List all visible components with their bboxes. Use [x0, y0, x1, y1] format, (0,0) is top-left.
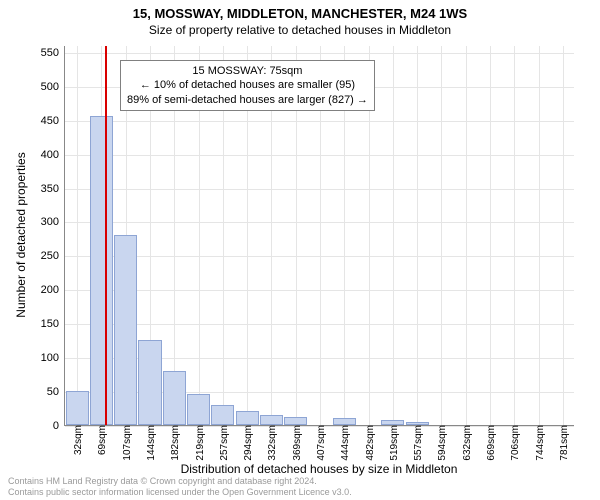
gridline-v: [393, 46, 394, 425]
title-sub: Size of property relative to detached ho…: [0, 23, 600, 37]
xtick-label: 557sqm: [413, 425, 424, 461]
histogram-bar: [90, 116, 113, 425]
xtick-label: 69sqm: [97, 425, 108, 455]
histogram-bar: [236, 411, 259, 425]
footer: Contains HM Land Registry data © Crown c…: [8, 476, 352, 498]
xtick-label: 32sqm: [73, 425, 84, 455]
footer-line2: Contains public sector information licen…: [8, 487, 352, 498]
histogram-bar: [187, 394, 210, 425]
histogram-bar: [333, 418, 356, 425]
ytick-label: 400: [41, 149, 59, 161]
xtick-label: 407sqm: [316, 425, 327, 461]
ytick-label: 500: [41, 81, 59, 93]
histogram-bar: [260, 415, 283, 425]
xtick-label: 182sqm: [170, 425, 181, 461]
ytick-label: 200: [41, 284, 59, 296]
histogram-bar: [284, 417, 307, 425]
xtick-label: 369sqm: [292, 425, 303, 461]
xtick-label: 519sqm: [389, 425, 400, 461]
histogram-bar: [406, 422, 429, 425]
gridline-v: [466, 46, 467, 425]
gridline-v: [77, 46, 78, 425]
xtick-label: 444sqm: [340, 425, 351, 461]
xtick-label: 257sqm: [219, 425, 230, 461]
gridline-v: [417, 46, 418, 425]
histogram-bar: [138, 340, 161, 425]
histogram-bar: [114, 235, 137, 425]
xtick-label: 594sqm: [437, 425, 448, 461]
ytick-label: 100: [41, 352, 59, 364]
ytick-label: 0: [53, 420, 59, 432]
chart: 05010015020025030035040045050055032sqm69…: [64, 46, 574, 426]
gridline-v: [490, 46, 491, 425]
xtick-label: 744sqm: [535, 425, 546, 461]
title-main: 15, MOSSWAY, MIDDLETON, MANCHESTER, M24 …: [0, 6, 600, 21]
annotation-line2: ← 10% of detached houses are smaller (95…: [127, 78, 368, 92]
chart-titles: 15, MOSSWAY, MIDDLETON, MANCHESTER, M24 …: [0, 0, 600, 37]
xtick-label: 632sqm: [462, 425, 473, 461]
gridline-v: [539, 46, 540, 425]
ytick-label: 300: [41, 216, 59, 228]
ytick-label: 350: [41, 183, 59, 195]
ytick-label: 50: [47, 386, 59, 398]
xtick-label: 332sqm: [267, 425, 278, 461]
footer-line1: Contains HM Land Registry data © Crown c…: [8, 476, 352, 487]
histogram-bar: [211, 405, 234, 425]
xtick-label: 294sqm: [243, 425, 254, 461]
xtick-label: 219sqm: [195, 425, 206, 461]
ytick-label: 150: [41, 318, 59, 330]
gridline-v: [563, 46, 564, 425]
xtick-label: 482sqm: [365, 425, 376, 461]
annotation-box: 15 MOSSWAY: 75sqm← 10% of detached house…: [120, 60, 375, 111]
ytick-label: 550: [41, 47, 59, 59]
marker-line: [105, 46, 107, 425]
xtick-label: 781sqm: [559, 425, 570, 461]
plot-area: 05010015020025030035040045050055032sqm69…: [64, 46, 574, 426]
annotation-line1: 15 MOSSWAY: 75sqm: [127, 64, 368, 78]
xtick-label: 107sqm: [122, 425, 133, 461]
y-axis-label: Number of detached properties: [14, 152, 28, 317]
xtick-label: 669sqm: [486, 425, 497, 461]
gridline-v: [514, 46, 515, 425]
xtick-label: 144sqm: [146, 425, 157, 461]
x-axis-label: Distribution of detached houses by size …: [64, 462, 574, 476]
xtick-label: 706sqm: [510, 425, 521, 461]
gridline-v: [441, 46, 442, 425]
histogram-bar: [381, 420, 404, 425]
annotation-line3: 89% of semi-detached houses are larger (…: [127, 93, 368, 107]
histogram-bar: [163, 371, 186, 425]
ytick-label: 450: [41, 115, 59, 127]
ytick-label: 250: [41, 250, 59, 262]
histogram-bar: [66, 391, 89, 425]
